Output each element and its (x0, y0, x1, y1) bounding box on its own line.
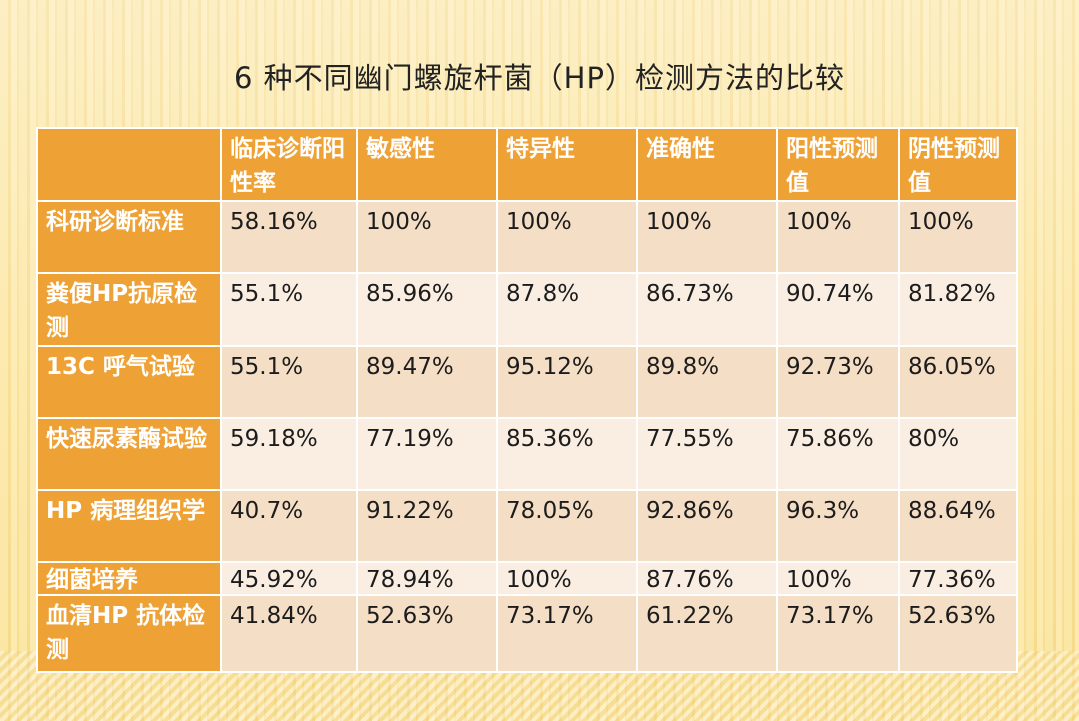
table-row: 13C 呼气试验 55.1% 89.47% 95.12% 89.8% 92.73… (36, 345, 1018, 419)
table-cell: 87.8% (496, 272, 638, 347)
table-cell: 92.73% (776, 345, 900, 419)
row-label: 快速尿素酶试验 (36, 417, 222, 491)
table-cell: 86.05% (898, 345, 1018, 419)
table-cell: 81.82% (898, 272, 1018, 347)
header-ppv: 阳性预测值 (776, 127, 900, 202)
table-cell: 61.22% (636, 594, 778, 673)
table-cell: 100% (898, 200, 1018, 274)
row-label: 细菌培养 (36, 561, 222, 596)
table-row: 科研诊断标准 58.16% 100% 100% 100% 100% 100% (36, 200, 1018, 274)
table-cell: 96.3% (776, 489, 900, 563)
page-title: 6 种不同幽门螺旋杆菌（HP）检测方法的比较 (234, 61, 845, 95)
table-cell: 58.16% (220, 200, 358, 274)
table-cell: 89.47% (356, 345, 498, 419)
table-cell: 78.05% (496, 489, 638, 563)
table-cell: 100% (776, 561, 900, 596)
header-positive-rate: 临床诊断阳性率 (220, 127, 358, 202)
table-cell: 73.17% (776, 594, 900, 673)
table-row: 粪便HP抗原检测 55.1% 85.96% 87.8% 86.73% 90.74… (36, 272, 1018, 347)
table-row: HP 病理组织学 40.7% 91.22% 78.05% 92.86% 96.3… (36, 489, 1018, 563)
table-cell: 87.76% (636, 561, 778, 596)
row-label: 13C 呼气试验 (36, 345, 222, 419)
table-cell: 100% (776, 200, 900, 274)
header-accuracy: 准确性 (636, 127, 778, 202)
table-cell: 77.55% (636, 417, 778, 491)
table-cell: 90.74% (776, 272, 900, 347)
table-row: 快速尿素酶试验 59.18% 77.19% 85.36% 77.55% 75.8… (36, 417, 1018, 491)
table-cell: 55.1% (220, 272, 358, 347)
table-cell: 59.18% (220, 417, 358, 491)
table-cell: 85.96% (356, 272, 498, 347)
table-cell: 91.22% (356, 489, 498, 563)
header-specificity: 特异性 (496, 127, 638, 202)
row-label: 粪便HP抗原检测 (36, 272, 222, 347)
table-cell: 52.63% (356, 594, 498, 673)
table-cell: 52.63% (898, 594, 1018, 673)
table-cell: 80% (898, 417, 1018, 491)
table-cell: 75.86% (776, 417, 900, 491)
table-cell: 77.19% (356, 417, 498, 491)
table-cell: 92.86% (636, 489, 778, 563)
table-cell: 100% (356, 200, 498, 274)
table-cell: 100% (496, 561, 638, 596)
table-cell: 100% (496, 200, 638, 274)
table-cell: 89.8% (636, 345, 778, 419)
row-label: 血清HP 抗体检测 (36, 594, 222, 673)
table-cell: 100% (636, 200, 778, 274)
table-cell: 78.94% (356, 561, 498, 596)
table-row: 血清HP 抗体检测 41.84% 52.63% 73.17% 61.22% 73… (36, 594, 1018, 673)
table-cell: 55.1% (220, 345, 358, 419)
table-cell: 73.17% (496, 594, 638, 673)
header-sensitivity: 敏感性 (356, 127, 498, 202)
table-cell: 41.84% (220, 594, 358, 673)
comparison-table: 临床诊断阳性率 敏感性 特异性 准确性 阳性预测值 阴性预测值 科研诊断标准 5… (36, 127, 1018, 673)
row-label: HP 病理组织学 (36, 489, 222, 563)
row-label: 科研诊断标准 (36, 200, 222, 274)
table-cell: 88.64% (898, 489, 1018, 563)
table-cell: 95.12% (496, 345, 638, 419)
table-cell: 45.92% (220, 561, 358, 596)
table-cell: 77.36% (898, 561, 1018, 596)
table-cell: 40.7% (220, 489, 358, 563)
table-cell: 85.36% (496, 417, 638, 491)
table-cell: 86.73% (636, 272, 778, 347)
table-row: 细菌培养 45.92% 78.94% 100% 87.76% 100% 77.3… (36, 561, 1018, 596)
header-row: 临床诊断阳性率 敏感性 特异性 准确性 阳性预测值 阴性预测值 (36, 127, 1018, 202)
header-npv: 阴性预测值 (898, 127, 1018, 202)
header-corner-cell (36, 127, 222, 202)
